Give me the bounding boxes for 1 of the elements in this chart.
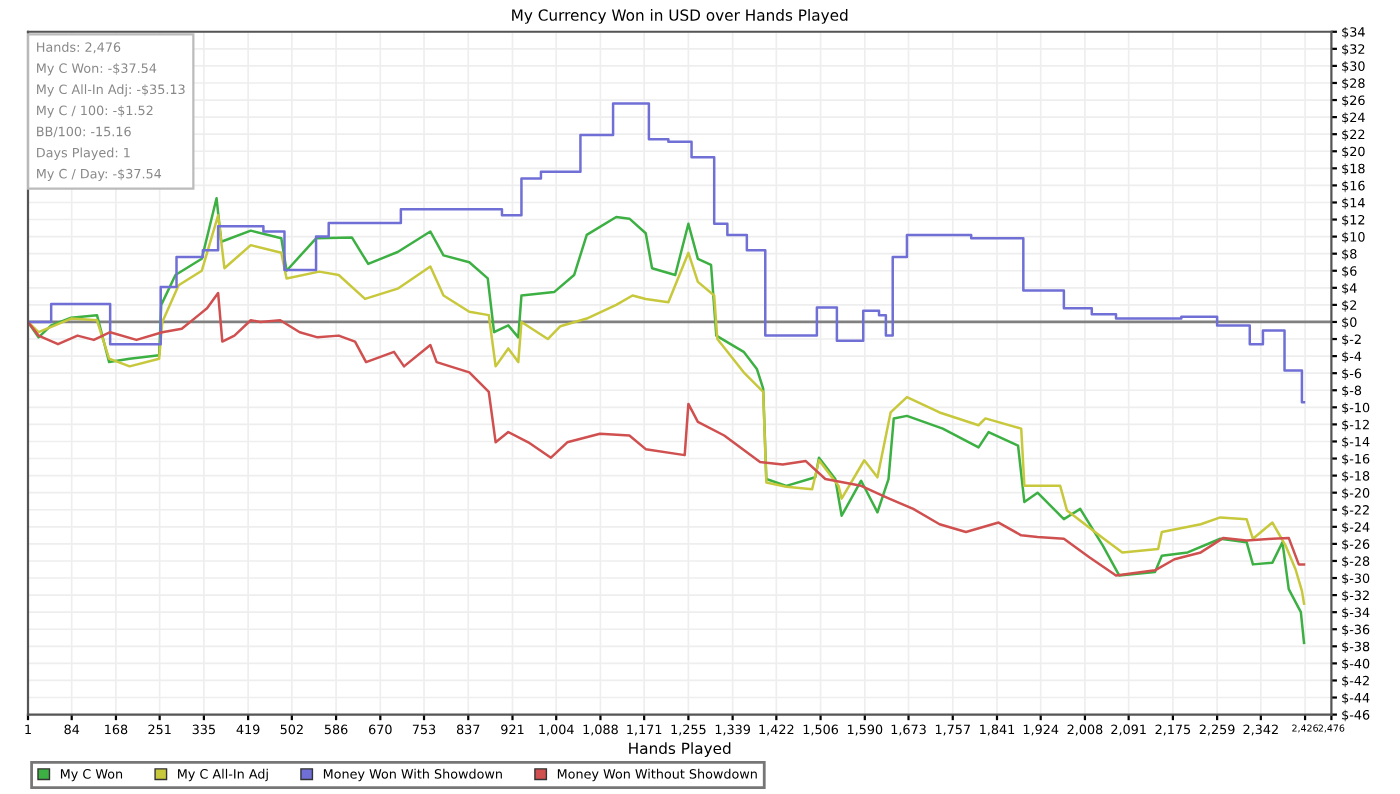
line-series — [28, 291, 1306, 577]
